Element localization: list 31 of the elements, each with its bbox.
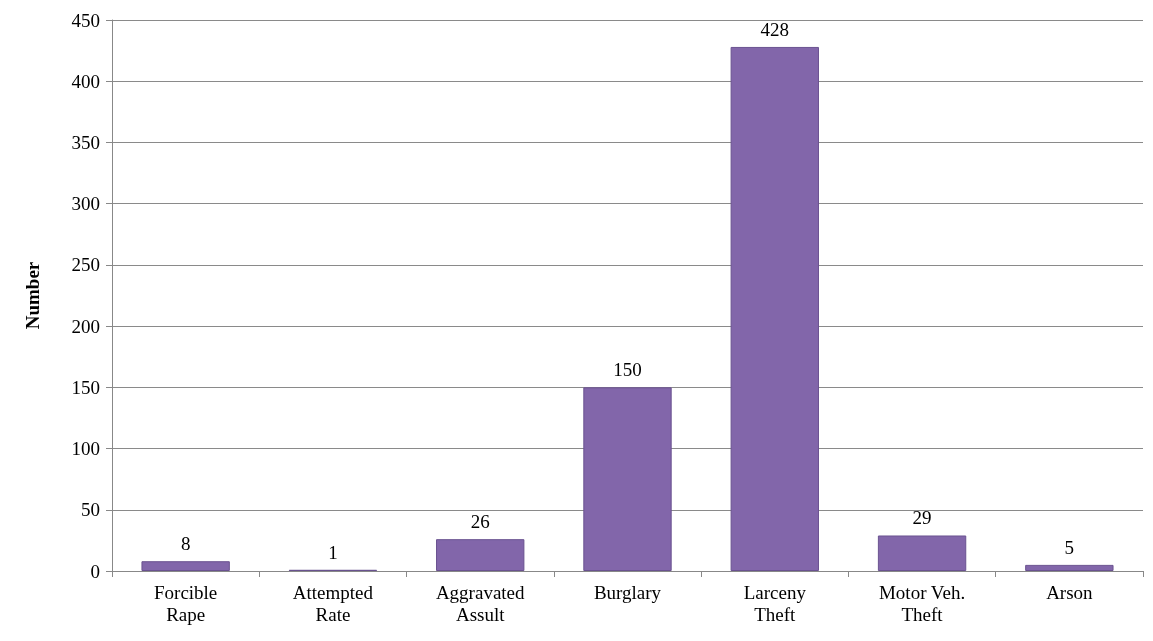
y-tick-label: 50 bbox=[81, 499, 100, 521]
x-tick-label: Larceny Theft bbox=[743, 581, 807, 625]
bar bbox=[583, 387, 672, 571]
y-tick-label: 100 bbox=[71, 438, 100, 460]
y-tick-label: 450 bbox=[71, 9, 100, 31]
data-label: 428 bbox=[760, 18, 790, 40]
y-tick-label: 250 bbox=[71, 254, 100, 276]
data-label: 5 bbox=[1064, 536, 1075, 558]
data-label: 8 bbox=[180, 533, 191, 555]
y-axis-title: Number bbox=[22, 261, 43, 330]
x-tick-label: Arson bbox=[1046, 581, 1094, 603]
bar bbox=[436, 539, 525, 571]
data-label: 1 bbox=[328, 541, 338, 563]
x-tick-label: Burglary bbox=[593, 581, 662, 603]
x-tick-label: Forcible Rape bbox=[153, 581, 218, 625]
bar bbox=[1025, 564, 1114, 571]
y-tick-label: 400 bbox=[71, 70, 100, 92]
bar bbox=[877, 535, 967, 571]
data-label: 150 bbox=[613, 359, 642, 381]
y-tick-label: 350 bbox=[71, 131, 100, 153]
x-tick-label: Aggravated Assult bbox=[435, 581, 526, 625]
y-tick-label: 0 bbox=[90, 560, 100, 582]
y-tick-label: 200 bbox=[71, 315, 100, 337]
bar bbox=[141, 561, 230, 571]
x-tick-label: Attempted Rate bbox=[292, 581, 374, 625]
x-tick-label: Motor Veh. Theft bbox=[878, 581, 966, 625]
y-tick-label: 150 bbox=[71, 376, 100, 398]
bar bbox=[730, 46, 819, 571]
y-tick-label: 300 bbox=[71, 193, 100, 215]
data-label: 26 bbox=[470, 511, 490, 533]
data-label: 29 bbox=[912, 507, 932, 529]
